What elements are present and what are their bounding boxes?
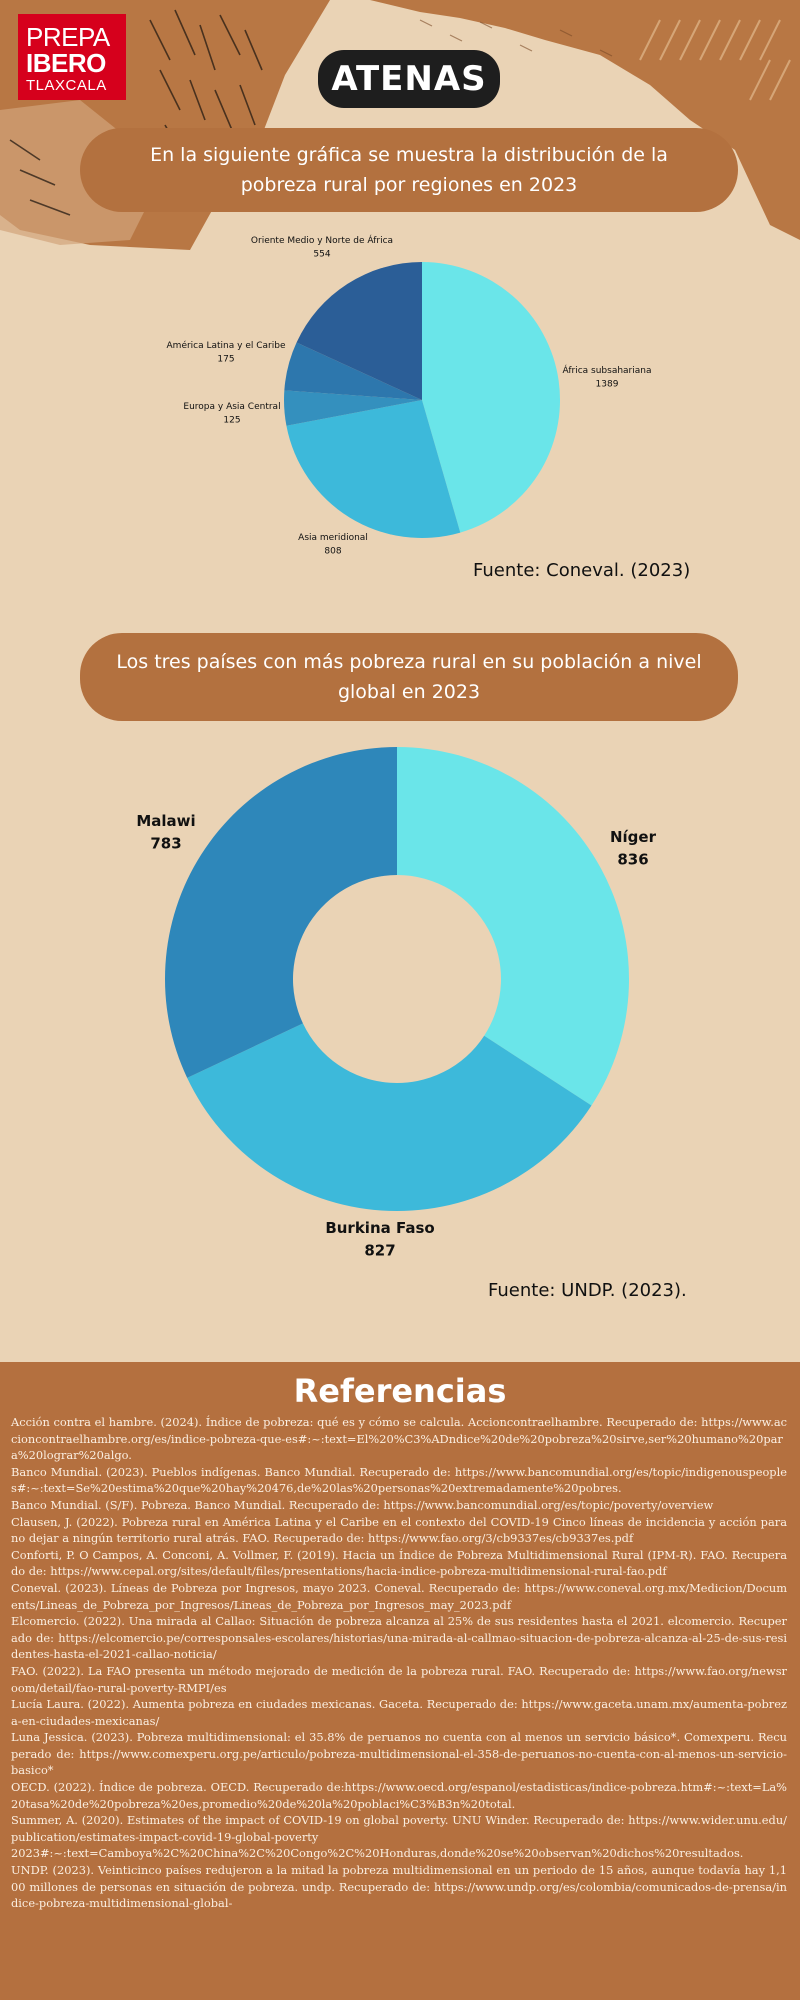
- value-label: 827: [364, 1242, 395, 1260]
- slice-label-asia-meridional: Asia meridional 808: [298, 533, 368, 557]
- pie-chart-regions: África subsahariana 1389 Asia meridional 80…: [167, 234, 652, 557]
- value-label: 125: [223, 416, 240, 426]
- references-section: [0, 1362, 800, 2000]
- section2-source: Fuente: UNDP. (2023).: [488, 1280, 687, 1301]
- reference-item: OECD. (2022). Índice de pobreza. OECD. R…: [11, 1780, 787, 1811]
- slice-burkina-faso: [187, 1023, 592, 1211]
- logo-text-prepa: PREPA: [26, 22, 110, 52]
- slice-label-america-latina-y-el-caribe: América Latina y el Caribe 175: [167, 340, 286, 365]
- reference-item: Luna Jessica. (2023). Pobreza multidimen…: [11, 1730, 787, 1778]
- reference-item: Acción contra el hambre. (2024). Índice …: [11, 1415, 787, 1463]
- slice-america-latina-y-el-caribe: [284, 342, 422, 400]
- reference-item: UNDP. (2023). Veinticinco países redujer…: [11, 1863, 787, 1911]
- category-label: Asia meridional: [298, 533, 368, 543]
- slice-label-malawi: Malawi 783: [136, 812, 195, 853]
- page-title: ATENAS: [318, 50, 500, 108]
- slice-label-niger: Níger 836: [610, 828, 657, 869]
- reference-item: Conforti, P. O Campos, A. Conconi, A. Vo…: [11, 1547, 787, 1579]
- reference-item: Summer, A. (2020). Estimates of the impa…: [11, 1813, 787, 1844]
- category-label: Europa y Asia Central: [183, 402, 280, 412]
- slice-africa-subsahariana: [422, 262, 560, 533]
- school-logo: PREPA IBERO TLAXCALA: [18, 14, 126, 100]
- category-label: Níger: [610, 828, 657, 846]
- donut-chart-countries: Níger 836 Burkina Faso 827 Malawi 783: [136, 747, 657, 1260]
- slice-malawi: [165, 747, 397, 1078]
- value-label: 783: [150, 835, 181, 853]
- decor-hatch: [639, 19, 791, 101]
- category-label: Malawi: [136, 812, 195, 830]
- reference-item: Coneval. (2023). Líneas de Pobreza por I…: [11, 1580, 787, 1612]
- reference-item: Clausen, J. (2022). Pobreza rural en Amé…: [11, 1514, 787, 1546]
- references-title: Referencias: [293, 1372, 507, 1410]
- value-label: 836: [617, 851, 648, 869]
- reference-item: Elcomercio. (2022). Una mirada al Callao…: [11, 1614, 787, 1662]
- decor-shape-right: [370, 0, 800, 240]
- reference-item: Banco Mundial. (2023). Pueblos indígenas…: [11, 1464, 787, 1496]
- value-label: 554: [313, 250, 330, 260]
- category-label: África subsahariana: [563, 364, 652, 376]
- decor-dashes: [419, 19, 613, 57]
- references-list: Acción contra el hambre. (2024). Índice …: [11, 1414, 787, 1912]
- slice-label-oriente-medio-y-norte-de-africa: Oriente Medio y Norte de África 554: [251, 234, 393, 260]
- slice-asia-meridional: [286, 400, 461, 538]
- value-label: 175: [217, 355, 234, 365]
- section2-banner: Los tres países con más pobreza rural en…: [80, 633, 738, 721]
- reference-item: 2023#:~:text=Camboya%2C%20China%2C%20Con…: [11, 1846, 744, 1861]
- logo-text-tlaxcala: TLAXCALA: [26, 77, 107, 94]
- slice-niger: [397, 747, 629, 1106]
- slice-label-africa-subsahariana: África subsahariana 1389: [563, 364, 652, 390]
- value-label: 808: [324, 547, 341, 557]
- slice-oriente-medio-y-norte-de-africa: [296, 262, 422, 400]
- reference-item: Banco Mundial. (S/F). Pobreza. Banco Mun…: [11, 1497, 714, 1512]
- category-label: América Latina y el Caribe: [167, 340, 286, 351]
- category-label: Burkina Faso: [325, 1219, 434, 1237]
- section1-banner: En la siguiente gráfica se muestra la di…: [80, 128, 738, 212]
- value-label: 1389: [596, 380, 619, 390]
- slice-europa-y-asia-central: [284, 390, 422, 426]
- category-label: Oriente Medio y Norte de África: [251, 234, 393, 246]
- section1-source: Fuente: Coneval. (2023): [473, 560, 691, 581]
- logo-text-ibero: IBERO: [26, 48, 106, 78]
- slice-label-europa-y-asia-central: Europa y Asia Central 125: [183, 402, 280, 426]
- slice-label-burkina-faso: Burkina Faso 827: [325, 1219, 434, 1260]
- reference-item: FAO. (2022). La FAO presenta un método m…: [11, 1663, 787, 1695]
- reference-item: Lucía Laura. (2022). Aumenta pobreza en …: [11, 1697, 787, 1728]
